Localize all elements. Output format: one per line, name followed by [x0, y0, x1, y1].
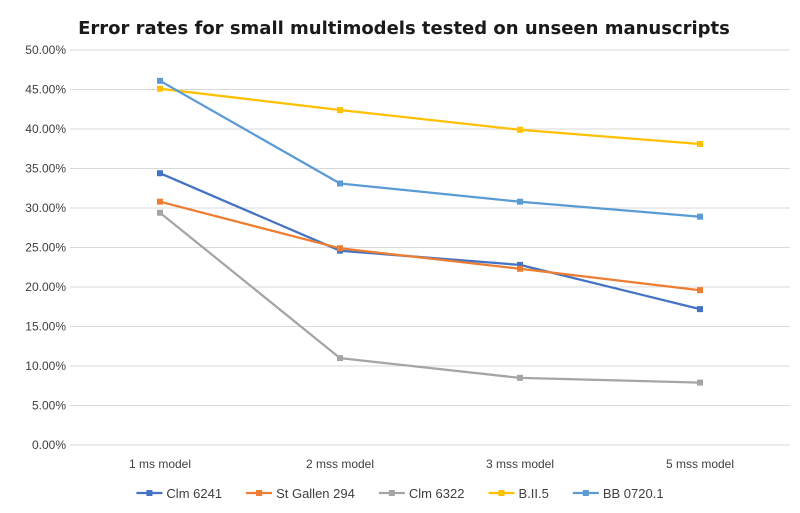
y-tick-label: 50.00%: [25, 43, 66, 57]
data-point: [157, 209, 163, 216]
y-tick-label: 20.00%: [25, 280, 66, 294]
gridlines: [70, 49, 790, 446]
y-tick-label: 15.00%: [25, 320, 66, 334]
data-point: [337, 355, 343, 362]
y-axis-ticks: 0.00% 5.00% 10.00% 15.00% 20.00% 25.00% 30.00%…: [25, 43, 66, 452]
data-point: [517, 126, 523, 133]
legend-swatch-marker: [582, 490, 589, 496]
series-4: [157, 77, 703, 220]
x-tick-label: 3 mss model: [486, 457, 554, 471]
legend-label: Clm 6322: [409, 486, 465, 501]
legend-swatch-marker: [498, 490, 505, 496]
data-point: [517, 261, 523, 268]
series-1: [157, 198, 703, 294]
data-point: [517, 374, 523, 381]
legend-swatch-marker: [146, 490, 153, 496]
data-point: [157, 170, 163, 177]
series-2: [157, 209, 703, 386]
data-point: [337, 245, 343, 252]
data-point: [697, 213, 703, 220]
legend-entry: BB 0720.1: [572, 486, 664, 501]
x-tick-label: 5 mss model: [666, 457, 734, 471]
legend-label: B.II.5: [518, 486, 548, 501]
legend-swatch-marker: [256, 490, 263, 496]
y-tick-label: 5.00%: [32, 399, 66, 413]
y-tick-label: 40.00%: [25, 122, 66, 136]
legend-entry: B.II.5: [488, 486, 549, 501]
data-point: [697, 287, 703, 294]
x-tick-label: 2 mss model: [306, 457, 374, 471]
y-tick-label: 25.00%: [25, 241, 66, 255]
series-line: [159, 211, 701, 384]
data-point: [697, 306, 703, 313]
series-line: [159, 79, 701, 218]
data-point: [157, 85, 163, 92]
series-line: [159, 87, 701, 146]
legend-entry: St Gallen 294: [246, 486, 355, 501]
chart-title: Error rates for small multimodels tested…: [78, 18, 730, 39]
y-tick-label: 10.00%: [25, 359, 66, 373]
legend-entry: Clm 6322: [378, 486, 465, 501]
data-point: [697, 141, 703, 148]
data-point: [517, 265, 523, 272]
series-3: [157, 85, 703, 148]
data-point: [337, 180, 343, 187]
legend: Clm 6241 St Gallen 294 Clm 6322 B.II.5 BB 07…: [136, 486, 664, 501]
y-tick-label: 45.00%: [25, 83, 66, 97]
data-point: [697, 379, 703, 386]
x-tick-label: 1 ms model: [129, 457, 191, 471]
legend-entry: Clm 6241: [136, 486, 222, 501]
legend-swatch-marker: [388, 490, 395, 496]
data-point: [517, 198, 523, 205]
y-tick-label: 0.00%: [32, 438, 66, 452]
data-point: [157, 77, 163, 84]
y-tick-label: 35.00%: [25, 162, 66, 176]
data-point: [157, 198, 163, 205]
series-layer: [157, 77, 703, 386]
y-tick-label: 30.00%: [25, 201, 66, 215]
series-line: [159, 200, 701, 292]
data-point: [337, 107, 343, 114]
legend-label: BB 0720.1: [603, 486, 664, 501]
x-axis-ticks: 1 ms model 2 mss model 3 mss model 5 mss mo…: [129, 457, 734, 471]
legend-label: St Gallen 294: [276, 486, 355, 501]
legend-label: Clm 6241: [166, 486, 222, 501]
